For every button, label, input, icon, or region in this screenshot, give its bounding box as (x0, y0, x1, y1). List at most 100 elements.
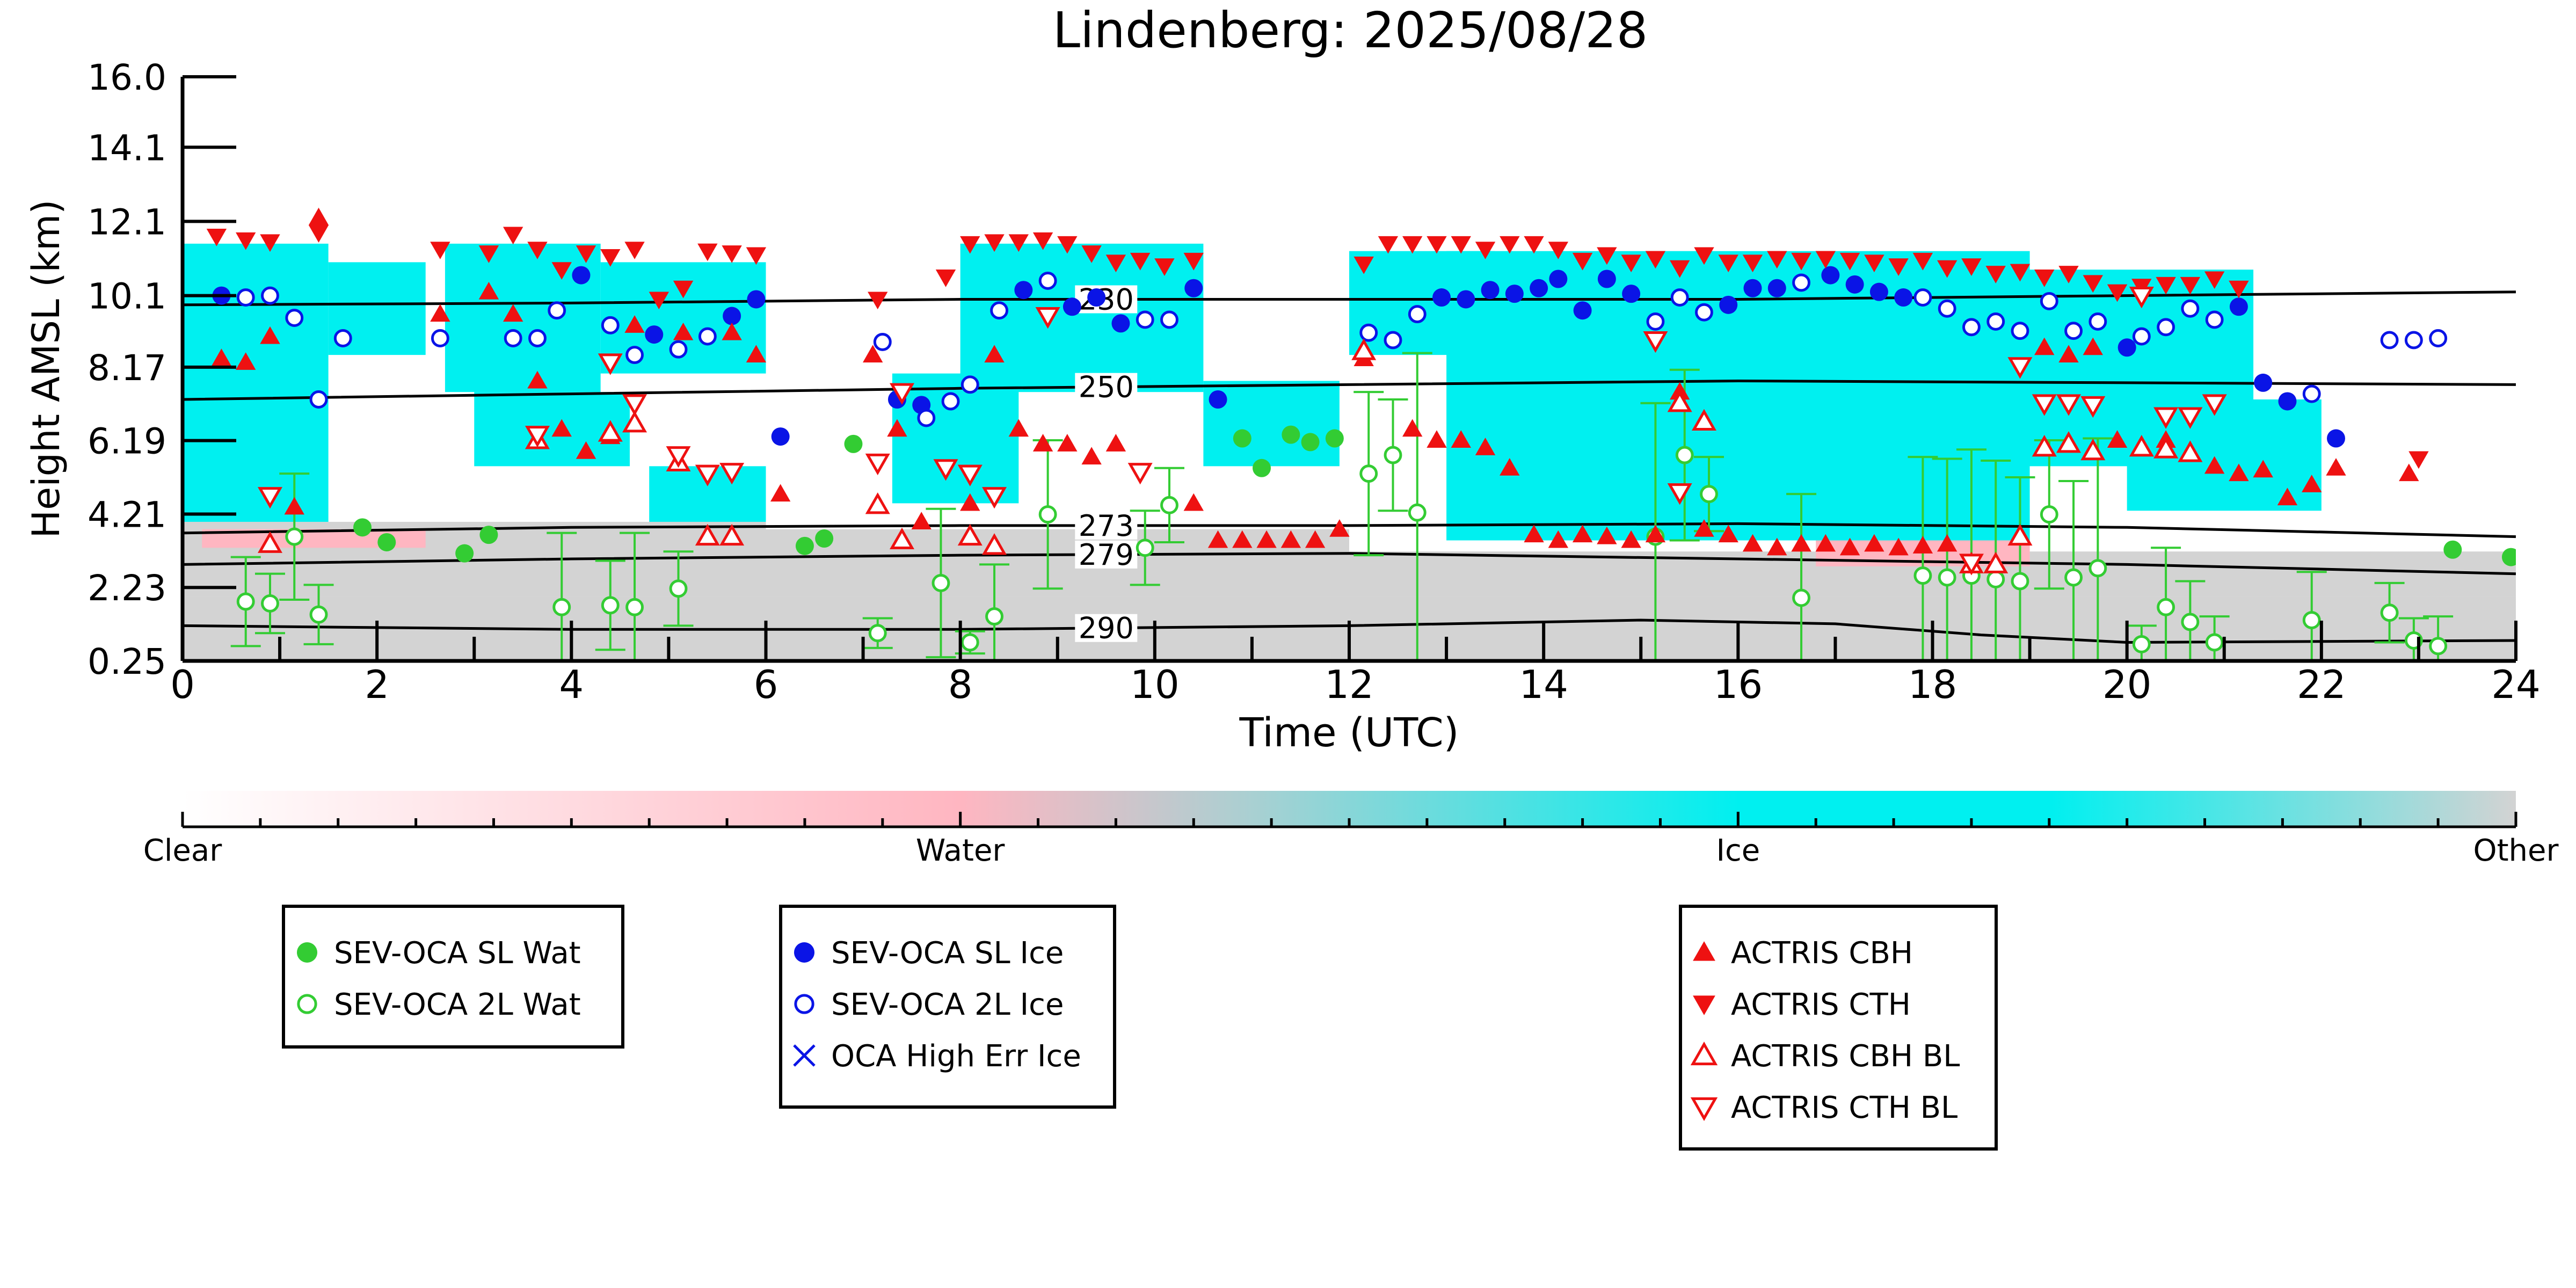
legend-actris (1679, 905, 1998, 1151)
actris-cth-bl-point (695, 464, 720, 486)
actris-cth-point (1912, 252, 1933, 271)
legend-water (282, 905, 624, 1049)
sev-oca-2l-wat-point (1384, 446, 1402, 464)
sev-oca-sl-ice-point (1894, 288, 1913, 307)
actris-cbh-point (673, 322, 694, 340)
actris-cth-point (1669, 260, 1690, 278)
sev-oca-2l-wat-point (1408, 503, 1427, 522)
actris-cbh-point (1280, 530, 1301, 548)
sev-oca-sl-ice-point (723, 307, 741, 325)
actris-cth-bl-point (2153, 407, 2179, 429)
actris-cbh-bl-point (257, 531, 282, 553)
ice-region (445, 243, 601, 392)
legend-marker (297, 942, 317, 963)
sev-oca-2l-wat-point (2205, 633, 2224, 652)
contour-line (182, 290, 2516, 307)
sev-oca-2l-ice-point (2132, 327, 2151, 346)
colorbar-label: Other (2473, 833, 2559, 868)
actris-cbh-point (236, 352, 256, 370)
actris-cth-bl-point (666, 446, 691, 468)
sev-oca-sl-wat-point (1301, 433, 1320, 452)
sev-oca-sl-ice-point (645, 325, 664, 344)
actris-cth-point (1572, 252, 1593, 271)
actris-cth-point (1378, 236, 1399, 254)
y-tick-label: 12.1 (88, 201, 166, 243)
actris-cth-bl-point (598, 353, 623, 375)
x-tick-label: 8 (948, 662, 973, 707)
actris-cth-point (984, 234, 1005, 252)
actris-cth-point (2107, 284, 2128, 302)
sev-oca-2l-ice-point (548, 301, 566, 320)
actris-cbh-point (2083, 337, 2103, 355)
sev-oca-2l-wat-point (309, 605, 328, 624)
actris-cbh-point (308, 207, 329, 225)
y-axis-ticks: 0.25 2.23 4.21 6.19 8.17 10.1 12.1 14.1 16.0 (88, 57, 236, 682)
sev-oca-sl-wat-point (1253, 459, 1271, 477)
actris-cth-point (478, 245, 499, 263)
actris-cth-point (576, 245, 596, 263)
actris-cbh-point (2058, 345, 2079, 363)
actris-cth-point (1961, 258, 1982, 276)
sev-oca-2l-ice-point (1913, 288, 1932, 307)
actris-cth-point (1451, 236, 1471, 254)
actris-cbh-point (1791, 534, 1811, 552)
sev-oca-2l-wat-point (2089, 559, 2107, 578)
actris-cth-point (722, 245, 742, 263)
sev-oca-2l-wat-point (261, 594, 279, 613)
x-tick-label: 2 (365, 662, 389, 707)
sev-oca-2l-wat-point (1675, 446, 1694, 464)
actris-cth-point (1154, 258, 1175, 276)
actris-cth-bl-point (2080, 396, 2106, 418)
actris-cbh-bl-point (957, 523, 983, 546)
actris-cth-point (236, 232, 256, 250)
actris-cbh-point (1008, 419, 1029, 437)
actris-cbh-point (1057, 434, 1078, 452)
sev-oca-2l-wat-point (932, 573, 950, 592)
legend-marker (1693, 941, 1715, 961)
actris-cbh-bl-point (982, 533, 1007, 555)
sev-oca-sl-ice-point (747, 290, 766, 309)
sev-oca-2l-wat-point (1700, 485, 1718, 504)
actris-cbh-point (284, 497, 304, 515)
actris-cbh-point (770, 484, 791, 502)
x-tick-label: 10 (1130, 662, 1180, 707)
actris-cth-point (1937, 260, 1958, 278)
actris-cth-point (935, 270, 956, 287)
actris-cth-bl-point (719, 463, 745, 485)
sev-oca-2l-wat-point (2011, 572, 2029, 591)
actris-cth-point (2204, 271, 2225, 289)
actris-cth-point (308, 225, 329, 243)
actris-cbh-bl-point (2178, 440, 2203, 462)
actris-cbh-bl-point (1983, 551, 2009, 573)
sev-oca-2l-wat-point (625, 598, 644, 616)
actris-cth-point (868, 292, 888, 310)
sev-oca-2l-wat-point (1913, 566, 1932, 585)
actris-cth-point (1864, 254, 1884, 273)
actris-cth-point (746, 247, 767, 265)
sev-oca-2l-ice-point (2011, 322, 2029, 340)
sev-oca-2l-ice-point (1408, 305, 1427, 324)
y-tick-label: 2.23 (88, 567, 166, 609)
sev-oca-sl-wat-point (2443, 540, 2462, 559)
sev-oca-2l-ice-point (1160, 310, 1178, 329)
sev-oca-sl-ice-point (1821, 266, 1840, 285)
sev-oca-2l-wat-point (985, 607, 1003, 626)
sev-oca-2l-ice-point (960, 375, 979, 394)
x-axis-ticks: 0 2 4 6 8 10 12 14 16 18 20 22 24 (170, 621, 2541, 707)
actris-cbh-point (1451, 430, 1471, 448)
sev-oca-2l-wat-point (2380, 603, 2399, 622)
sev-oca-2l-ice-point (917, 409, 936, 427)
actris-cbh-bl-point (2080, 438, 2106, 461)
x-tick-label: 22 (2297, 662, 2346, 707)
actris-cbh-bl-point (2032, 435, 2057, 457)
actris-cth-bl-point (1127, 463, 1153, 485)
sev-oca-2l-ice-point (669, 340, 688, 359)
actris-cbh-bl-point (2129, 435, 2154, 457)
actris-cbh-point (2399, 463, 2419, 482)
y-axis-label: Height AMSL (km) (24, 200, 68, 539)
chart-title: Lindenberg: 2025/08/28 (1053, 2, 1648, 59)
actris-cth-point (1402, 236, 1423, 254)
actris-cbh-point (211, 348, 232, 367)
sev-oca-2l-ice-point (2181, 299, 2200, 318)
actris-cth-bl-point (622, 394, 647, 416)
